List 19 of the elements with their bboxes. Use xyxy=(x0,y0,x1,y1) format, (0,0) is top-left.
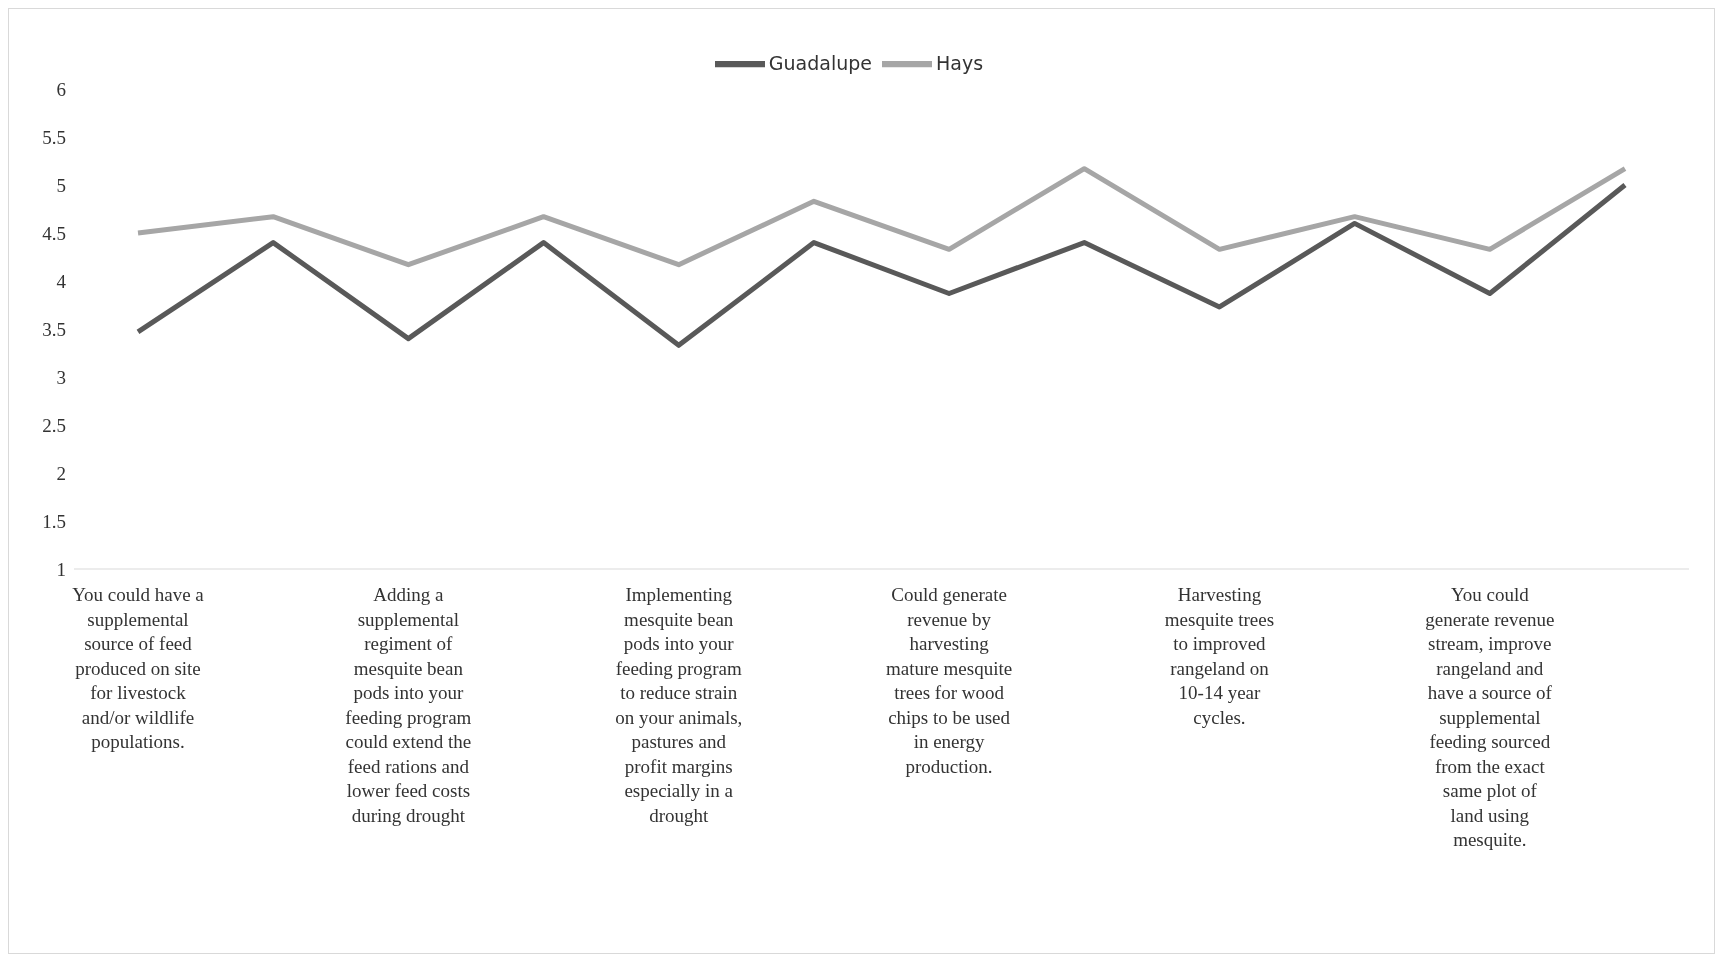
y-tick-label: 5.5 xyxy=(42,126,66,148)
category-label: You could generate revenue stream, improve rangeland and have a source of supplemental feeding sourced from the exact same plot of land using mesquite. xyxy=(1425,584,1555,850)
y-tick-label: 4 xyxy=(56,270,67,292)
y-tick-label: 1 xyxy=(56,558,66,580)
y-tick-label: 2.5 xyxy=(42,414,66,436)
y-tick-label: 1.5 xyxy=(42,510,66,532)
category-label: Implementing mesquite bean pods into your feeding program to reduce strain on your animals, pastures and profit margins especially in a drought xyxy=(615,584,743,826)
x-tick-label: Could generate revenue by harvesting mature mesquite trees for wood chips to be used in energy production. xyxy=(886,584,1013,777)
x-tick-label: You could have a supplemental source of feed produced on site for livestock and/or wildlife populations. xyxy=(72,584,205,752)
category-label: Adding a supplemental regiment of mesquite bean pods into your feeding program could extend the feed rations and lower feed costs during drought xyxy=(345,584,472,826)
legend-label: Hays xyxy=(936,51,984,74)
y-tick-label: 3.5 xyxy=(42,318,66,340)
y-tick-label: 6 xyxy=(56,78,66,100)
y-tick-label: 5 xyxy=(56,174,66,196)
legend-label: Guadalupe xyxy=(768,51,873,74)
y-tick-label: 4.5 xyxy=(42,222,66,244)
y-tick-label: 2 xyxy=(56,462,66,484)
x-tick-label: Harvesting mesquite trees to improved rangeland on 10-14 year cycles. xyxy=(1164,584,1275,728)
y-tick-label: 3 xyxy=(56,366,66,388)
